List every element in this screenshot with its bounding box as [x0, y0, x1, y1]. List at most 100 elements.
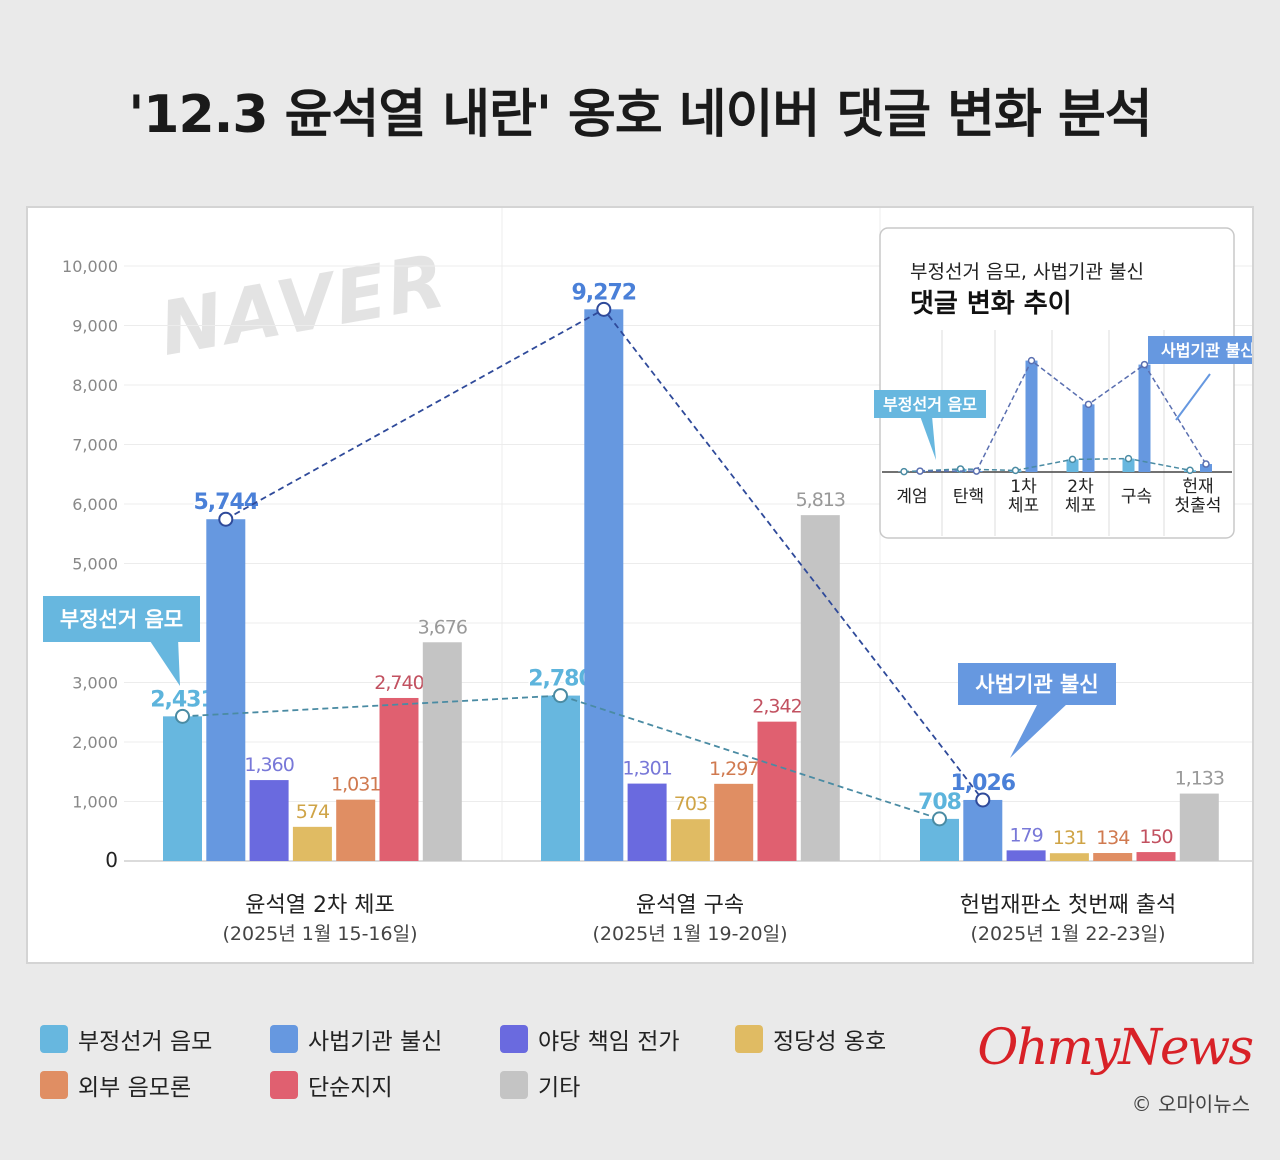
- data-label: 9,272: [572, 280, 637, 305]
- watermark: NAVER: [154, 238, 454, 373]
- inset-x-label: 2차: [1067, 477, 1094, 497]
- trend-point: [553, 688, 568, 704]
- legend-label: 기타: [538, 1075, 581, 1101]
- inset-callout-label: 사법기관 불신: [1161, 341, 1252, 360]
- bar: [163, 716, 202, 861]
- legend-swatch: [40, 1025, 68, 1053]
- callout-pointer: [1010, 703, 1068, 758]
- y-tick-label: 8,000: [72, 376, 118, 395]
- callout-box: [43, 596, 200, 642]
- inset-bar: [1138, 364, 1151, 472]
- x-tick-label: 윤석열 구속: [636, 893, 744, 918]
- bar: [670, 819, 710, 861]
- legend-item: 정당성 옹호: [735, 1022, 886, 1056]
- bar: [627, 783, 667, 861]
- inset-trend-point: [1027, 356, 1036, 365]
- data-label: 703: [674, 793, 707, 815]
- bar: [249, 780, 289, 861]
- inset-callout-label: 부정선거 음모: [883, 395, 977, 414]
- callout-label: 사법기관 불신: [975, 673, 1098, 697]
- x-tick-label: 헌법재판소 첫번째 출석: [960, 893, 1176, 918]
- legend-label: 단순지지: [308, 1075, 393, 1101]
- inset-trend-point: [1124, 454, 1133, 463]
- inset-trend-line: [920, 359, 1207, 472]
- legend-label: 야당 책임 전가: [538, 1029, 680, 1055]
- x-tick-sublabel: (2025년 1월 22-23일): [971, 923, 1166, 945]
- legend-swatch: [270, 1025, 298, 1053]
- trend-point: [175, 708, 190, 724]
- data-label: 1,360: [244, 754, 293, 776]
- inset-x-label: 헌재: [1182, 477, 1213, 497]
- bar: [1179, 793, 1219, 861]
- data-label: 5,813: [796, 489, 845, 511]
- data-label: 1,026: [951, 771, 1016, 796]
- inset-x-label: 1차: [1010, 477, 1037, 497]
- bar: [584, 309, 624, 861]
- inset-bar: [1122, 458, 1135, 472]
- inset-trend-point: [1140, 360, 1149, 369]
- data-label: 131: [1053, 827, 1086, 849]
- data-label: 3,676: [418, 616, 467, 638]
- inset-trend-point: [916, 467, 924, 475]
- inset-x-label: 첫출석: [1175, 496, 1222, 516]
- inset-subtitle: 댓글 변화 추이: [910, 289, 1072, 319]
- inset-bar: [1025, 360, 1038, 472]
- callout-box: [958, 663, 1116, 705]
- y-tick-label: 1,000: [72, 793, 118, 812]
- trend-point: [596, 301, 612, 317]
- inset-callout-box: [1148, 336, 1252, 364]
- bar: [800, 515, 840, 861]
- data-label: 2,780: [528, 667, 593, 692]
- inset-x-label: 체포: [1008, 496, 1039, 516]
- legend-label: 부정선거 음모: [78, 1029, 213, 1055]
- bar: [757, 721, 797, 861]
- inset-trend-point: [1202, 460, 1210, 468]
- inset-x-label: 체포: [1065, 496, 1096, 516]
- bar: [1093, 853, 1133, 861]
- x-tick-sublabel: (2025년 1월 19-20일): [593, 923, 788, 945]
- data-label: 150: [1139, 826, 1172, 848]
- legend-item: 부정선거 음모: [40, 1022, 212, 1056]
- data-label: 1,031: [331, 774, 380, 796]
- legend-swatch: [500, 1025, 528, 1053]
- legend-swatch: [270, 1071, 298, 1099]
- trend-point: [218, 511, 234, 527]
- legend-swatch: [500, 1071, 528, 1099]
- bar: [292, 826, 332, 861]
- data-label: 5,744: [194, 490, 259, 515]
- inset-trend-point: [1011, 466, 1020, 475]
- inset-x-label: 탄핵: [953, 487, 984, 507]
- legend-item: 야당 책임 전가: [500, 1022, 680, 1056]
- x-tick-label: 윤석열 2차 체포: [245, 893, 394, 918]
- data-label: 574: [296, 801, 330, 823]
- y-tick-label: 6,000: [72, 495, 118, 514]
- inset-title: 부정선거 음모, 사법기관 불신: [910, 261, 1144, 283]
- copyright: © 오마이뉴스: [1131, 1092, 1250, 1116]
- trend-point: [932, 811, 947, 827]
- data-label: 1,133: [1175, 768, 1224, 790]
- bar: [963, 799, 1003, 861]
- bar: [206, 519, 246, 861]
- inset-trend-point: [1068, 455, 1077, 464]
- bar: [336, 799, 376, 861]
- brand-logo: OhmyNews: [977, 1018, 1254, 1076]
- data-label: 708: [918, 790, 961, 815]
- data-label: 2,431: [150, 687, 215, 712]
- inset-x-label: 구속: [1121, 487, 1152, 507]
- bar-chart: NAVER01,0002,0003,0004,0005,0006,0007,00…: [43, 208, 1252, 945]
- callout-pointer: [148, 638, 180, 686]
- bar: [1006, 850, 1046, 861]
- y-tick-label: 3,000: [72, 674, 118, 693]
- inset-callout-box: [874, 390, 986, 418]
- y-tick-label: 7,000: [72, 436, 118, 455]
- y-tick-label: 5,000: [72, 555, 118, 574]
- data-label: 179: [1009, 824, 1042, 846]
- y-tick-label: 2,000: [72, 733, 118, 752]
- legend-item: 사법기관 불신: [270, 1022, 442, 1056]
- inset-x-label: 계엄: [896, 487, 927, 507]
- inset-bar: [1066, 459, 1079, 472]
- callout-label: 부정선거 음모: [60, 608, 183, 632]
- chart-panel: NAVER01,0002,0003,0004,0005,0006,0007,00…: [26, 206, 1254, 964]
- bar: [714, 783, 754, 861]
- inset-trend-point: [1084, 400, 1093, 409]
